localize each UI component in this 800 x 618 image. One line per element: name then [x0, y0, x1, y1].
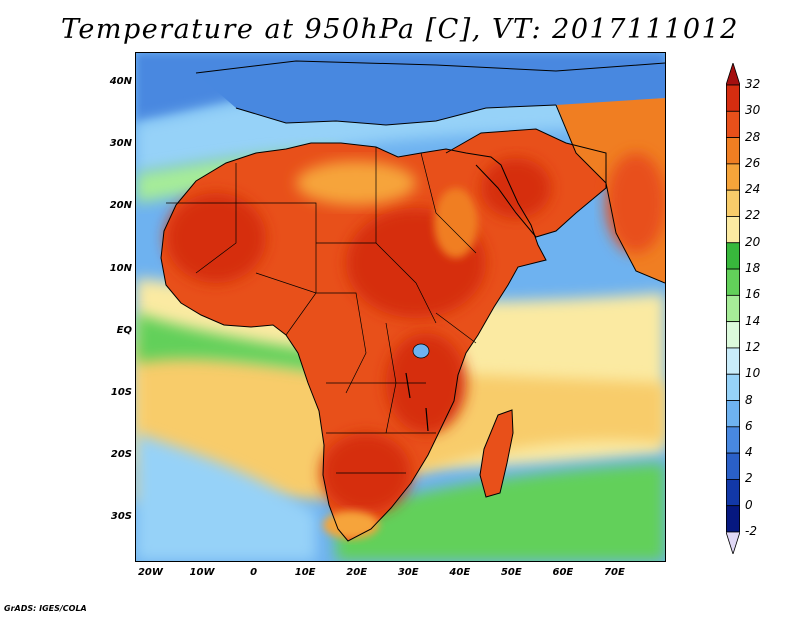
colorbar-label: 6 — [745, 418, 753, 433]
lat-tick-label: 30S — [110, 511, 132, 523]
colorbar-segment — [726, 400, 740, 428]
lat-tick-label: 10S — [110, 387, 132, 399]
colorbar-label: 10 — [745, 366, 761, 381]
colorbar-label: 2 — [745, 471, 753, 486]
lon-tick-label: 50E — [500, 567, 522, 578]
colorbar-segment — [726, 189, 740, 217]
lon-tick-label: 30E — [397, 567, 419, 578]
colorbar-bottom-arrow — [726, 531, 740, 554]
colorbar-segment — [726, 373, 740, 401]
colorbar-segment — [726, 163, 740, 191]
europe-landmass — [196, 61, 665, 125]
colorbar-segment — [726, 216, 740, 244]
ocean-southeast-green — [336, 463, 665, 561]
colorbar-label: 22 — [745, 208, 761, 223]
lon-tick-label: 60E — [552, 567, 574, 578]
ethiopia-cool — [434, 188, 478, 258]
colorbar-label: 20 — [745, 234, 761, 249]
temperature-map — [135, 52, 666, 562]
colorbar-top-arrow — [726, 63, 740, 86]
lat-tick-label: 40N — [109, 76, 132, 88]
coastlines — [160, 60, 665, 542]
lake-malawi — [425, 407, 429, 432]
colorbar-label: 12 — [745, 339, 761, 354]
lon-tick-label: 0 — [250, 567, 258, 578]
chart-title: Temperature at 950hPa [C], VT: 201711101… — [61, 14, 739, 45]
colorbar-segment — [726, 268, 740, 296]
map-canvas — [136, 53, 665, 561]
country-borders — [166, 147, 477, 474]
colorbar-segment — [726, 426, 740, 454]
lat-tick-label: EQ — [116, 324, 132, 336]
india-hotspot — [606, 153, 665, 253]
colorbar-label: 14 — [745, 313, 761, 328]
colorbar-segment — [726, 479, 740, 507]
colorbar-label: 24 — [745, 182, 761, 197]
colorbar-label: 32 — [745, 77, 761, 91]
lat-tick-label: 10N — [109, 262, 132, 274]
lat-tick-label: 20S — [110, 449, 132, 461]
colorbar — [726, 63, 740, 554]
arabia-hotspot — [481, 158, 551, 218]
colorbar-label: 26 — [745, 155, 761, 170]
lat-tick-label: 20N — [109, 200, 132, 212]
madagascar-landmass — [480, 410, 513, 497]
colorbar-label: -2 — [745, 524, 757, 538]
cape-region — [323, 511, 379, 539]
colorbar-label: 0 — [745, 497, 753, 512]
lake-tanganyika — [405, 372, 411, 399]
colorbar-segment — [726, 137, 740, 165]
ocean-south-cool — [136, 433, 316, 561]
lon-tick-label: 20W — [137, 567, 163, 578]
colorbar-label: 18 — [745, 261, 761, 276]
lon-tick-label: 10W — [189, 567, 215, 578]
lon-tick-label: 10E — [294, 567, 316, 578]
sahara-hotspot — [166, 193, 266, 283]
lon-tick-label: 20E — [346, 567, 368, 578]
colorbar-segment — [726, 452, 740, 480]
lon-tick-label: 70E — [604, 567, 625, 578]
colorbar-segment — [726, 347, 740, 375]
colorbar-segment — [726, 110, 740, 138]
libya-warm — [296, 161, 416, 205]
colorbar-label: 28 — [745, 129, 761, 144]
colorbar-segment — [726, 294, 740, 323]
colorbar-segment — [726, 84, 740, 112]
lake-victoria — [412, 343, 430, 359]
colorbar-label: 30 — [745, 103, 761, 118]
colorbar-label: 4 — [745, 445, 753, 460]
credit-text: GrADS: IGES/COLA — [4, 604, 87, 613]
lat-tick-label: 30N — [109, 138, 132, 150]
colorbar-segment — [726, 321, 740, 349]
colorbar-segment — [726, 242, 740, 270]
colorbar-label: 8 — [745, 392, 753, 407]
lon-tick-label: 40E — [449, 567, 471, 578]
colorbar-label: 16 — [745, 287, 761, 302]
ocean-atlantic-green — [136, 313, 326, 373]
colorbar-segment — [726, 505, 740, 533]
